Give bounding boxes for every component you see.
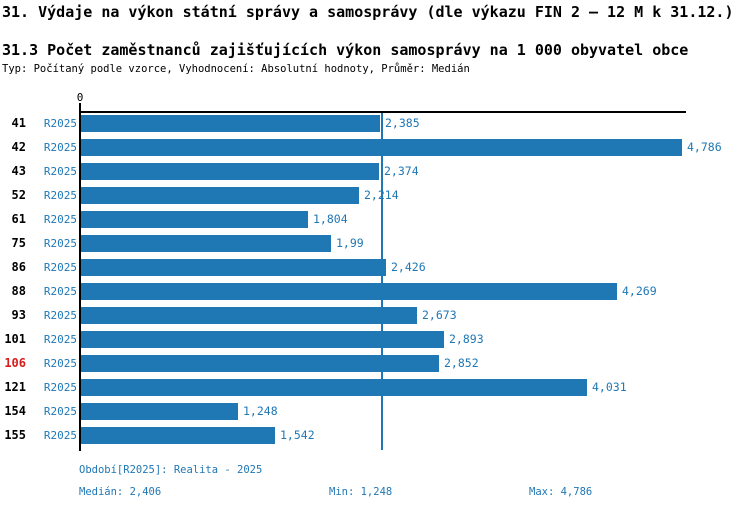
category-label: 154 [4, 404, 26, 418]
value-label: 2,374 [384, 164, 419, 178]
y-axis-line [79, 111, 81, 451]
value-label: 2,426 [391, 260, 426, 274]
chart-meta: Typ: Počítaný podle vzorce, Vyhodnocení:… [2, 63, 470, 75]
median-stat-label: Medián: 2,406 [79, 486, 162, 498]
value-label: 2,673 [422, 308, 457, 322]
series-label: R2025 [43, 333, 77, 346]
category-label: 101 [4, 332, 26, 346]
bar [81, 139, 682, 156]
value-label: 1,99 [336, 236, 364, 250]
category-label: 52 [11, 188, 26, 202]
series-label: R2025 [43, 237, 77, 250]
category-label: 75 [11, 236, 26, 250]
category-label: 61 [11, 212, 26, 226]
bar [81, 259, 386, 276]
series-label: R2025 [43, 261, 77, 274]
bar [81, 403, 238, 420]
category-label: 42 [11, 140, 26, 154]
value-label: 1,804 [313, 212, 348, 226]
bar [81, 115, 380, 132]
value-label: 4,269 [622, 284, 657, 298]
x-axis-tick-mark [79, 103, 81, 111]
series-label: R2025 [43, 285, 77, 298]
category-label: 86 [11, 260, 26, 274]
series-label: R2025 [43, 309, 77, 322]
series-label: R2025 [43, 213, 77, 226]
bar [81, 379, 587, 396]
period-label: Období[R2025]: Realita - 2025 [79, 464, 263, 476]
x-axis-tick-zero-label: 0 [76, 91, 84, 104]
bar [81, 427, 275, 444]
category-label: 155 [4, 428, 26, 442]
category-label: 93 [11, 308, 26, 322]
series-label: R2025 [43, 429, 77, 442]
x-axis-line [79, 111, 686, 113]
bar [81, 211, 308, 228]
bar [81, 235, 331, 252]
chart-title: 31.3 Počet zaměstnanců zajišťujících výk… [2, 41, 689, 59]
series-label: R2025 [43, 189, 77, 202]
bar [81, 331, 444, 348]
series-label: R2025 [43, 117, 77, 130]
category-label: 43 [11, 164, 26, 178]
value-label: 1,542 [280, 428, 315, 442]
category-label: 88 [11, 284, 26, 298]
series-label: R2025 [43, 165, 77, 178]
value-label: 1,248 [243, 404, 278, 418]
bar [81, 307, 417, 324]
category-label: 41 [11, 116, 26, 130]
bar [81, 283, 617, 300]
value-label: 4,031 [592, 380, 627, 394]
value-label: 2,385 [385, 116, 420, 130]
value-label: 2,852 [444, 356, 479, 370]
max-stat-label: Max: 4,786 [529, 486, 593, 498]
series-label: R2025 [43, 357, 77, 370]
value-label: 4,786 [687, 140, 722, 154]
min-stat-label: Min: 1,248 [329, 486, 393, 498]
series-label: R2025 [43, 381, 77, 394]
bar [81, 355, 439, 372]
value-label: 2,214 [364, 188, 399, 202]
series-label: R2025 [43, 405, 77, 418]
bar [81, 187, 359, 204]
series-label: R2025 [43, 141, 77, 154]
category-label: 106 [4, 356, 26, 370]
median-line [381, 113, 383, 450]
category-label: 121 [4, 380, 26, 394]
value-label: 2,893 [449, 332, 484, 346]
page-title: 31. Výdaje na výkon státní správy a samo… [2, 3, 734, 21]
bar [81, 163, 379, 180]
